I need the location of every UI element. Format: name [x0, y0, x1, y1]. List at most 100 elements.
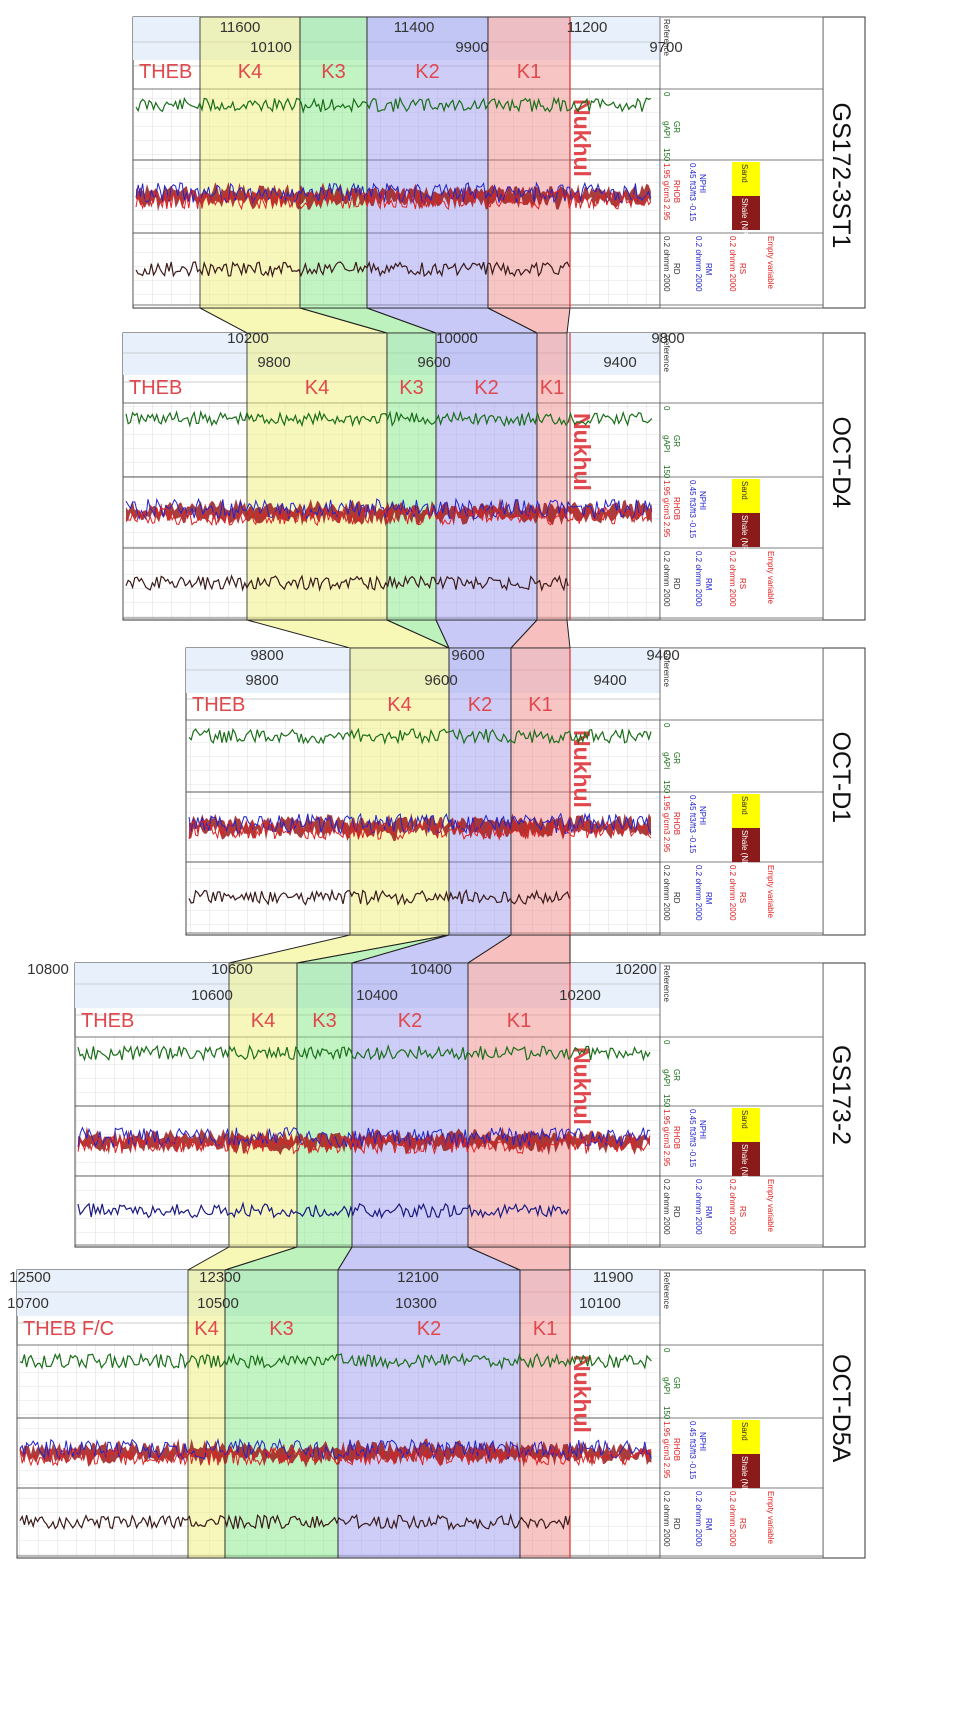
- depth-tick-md: 10400: [410, 961, 452, 978]
- rm-scale: 0.2 ohmm 2000: [694, 1491, 703, 1547]
- zone-label-k1: K1: [533, 1318, 557, 1340]
- rd-scale: 0.2 ohmm 2000: [662, 551, 671, 607]
- rs-scale: 0.2 ohmm 2000: [728, 865, 737, 921]
- zone-band-k4: [228, 962, 298, 1248]
- gr-curve: [125, 409, 653, 428]
- depth-tick-tvdss: 9600: [424, 672, 457, 689]
- shale-swatch: [732, 1454, 760, 1488]
- well-name: GS173-2: [827, 1045, 855, 1145]
- rm-scale: 0.2 ohmm 2000: [694, 236, 703, 292]
- zone-band-k1: [510, 647, 571, 936]
- rm-name: RM: [704, 578, 713, 591]
- nphi-name: NPHI: [698, 1432, 707, 1451]
- empty-variable-label: Empty variable: [766, 236, 775, 289]
- zone-label-k4: K4: [305, 377, 329, 399]
- depth-tick-md: 9800: [250, 647, 283, 664]
- rd-name: RD: [672, 892, 681, 904]
- depth-tick-tvdss: 9800: [245, 672, 278, 689]
- nphi-name: NPHI: [698, 174, 707, 193]
- well-name: OCT-D1: [827, 732, 855, 824]
- rs-name: RS: [738, 578, 747, 589]
- depth-tick-tvdss: 9400: [603, 354, 636, 371]
- rd-name: RD: [672, 1518, 681, 1530]
- shale-label: Shale (NP: [740, 1144, 749, 1180]
- header-column: [659, 647, 824, 936]
- nphi-scale: 0.45 ft3/ft3 -0.15: [688, 1109, 697, 1168]
- header-column: [659, 1269, 824, 1559]
- rhob-curve: [77, 1134, 651, 1155]
- well-name: OCT-D4: [827, 417, 855, 509]
- rd-scale: 0.2 ohmm 2000: [662, 1491, 671, 1547]
- rm-scale: 0.2 ohmm 2000: [694, 1179, 703, 1235]
- rm-name: RM: [704, 1518, 713, 1531]
- rhob-curve: [125, 505, 653, 527]
- nphi-scale: 0.45 ft3/ft3 -0.15: [688, 480, 697, 539]
- zone-connectors: [186, 307, 571, 1271]
- rhob-scale: 1.95 g/cm3 2.95: [662, 795, 671, 853]
- depth-tick-tvdss: 10300: [395, 1295, 437, 1312]
- gr-unit: gAPI: [662, 121, 671, 138]
- zone-label-k4: K4: [251, 1010, 275, 1032]
- rd-curve: [135, 260, 570, 279]
- rs-scale: 0.2 ohmm 2000: [728, 1491, 737, 1547]
- depth-tick-tvdss: 10400: [356, 987, 398, 1004]
- nphi-name: NPHI: [698, 806, 707, 825]
- rhob-name: RHOB: [672, 1438, 681, 1461]
- gr-max: 150: [662, 465, 671, 479]
- sand-label: Sand: [740, 481, 749, 500]
- zone-band-k2: [337, 1269, 521, 1559]
- zone-label-k4: K4: [238, 61, 262, 83]
- zone-label-k4: K4: [194, 1318, 218, 1340]
- empty-variable-label: Empty variable: [766, 1491, 775, 1544]
- sand-swatch: [732, 479, 760, 513]
- depth-tick-tvdss: 9600: [417, 354, 450, 371]
- zone-band-k2: [351, 962, 469, 1248]
- zone-band-k1: [487, 16, 571, 309]
- depth-tick-md: 10000: [436, 330, 478, 347]
- header-column: [659, 962, 824, 1248]
- ref-label: Reference: [662, 335, 671, 372]
- gr-max: 150: [662, 148, 671, 162]
- shale-swatch: [732, 1142, 760, 1176]
- shale-label: Shale (NP: [740, 515, 749, 551]
- well-name: GS172-3ST1: [827, 103, 855, 249]
- zone-band-k1: [467, 962, 571, 1248]
- nphi-name: NPHI: [698, 491, 707, 510]
- zone-label-theb: THEB F/C: [23, 1318, 114, 1340]
- gr-max: 150: [662, 780, 671, 794]
- zone-label-k2: K2: [415, 61, 439, 83]
- well-name-box: [822, 1269, 866, 1559]
- well-name: OCT-D5A: [827, 1354, 855, 1463]
- gr-min: 0: [662, 406, 671, 411]
- gr-min: 0: [662, 723, 671, 728]
- nphi-scale: 0.45 ft3/ft3 -0.15: [688, 1421, 697, 1480]
- depth-tick-tvdss: 10500: [197, 1295, 239, 1312]
- gr-name: GR: [672, 1069, 681, 1081]
- rd-curve: [188, 888, 571, 906]
- zone-band-k1: [519, 1269, 571, 1559]
- depth-tick-tvdss: 10600: [191, 987, 233, 1004]
- depth-tick-md: 10800: [27, 961, 69, 978]
- rm-name: RM: [704, 1206, 713, 1219]
- zone-band-k4: [349, 647, 450, 936]
- depth-tick-md: 12500: [9, 1269, 51, 1286]
- sand-label: Sand: [740, 1422, 749, 1441]
- rd-name: RD: [672, 263, 681, 275]
- nphi-scale: 0.45 ft3/ft3 -0.15: [688, 795, 697, 854]
- nphi-name: NPHI: [698, 1120, 707, 1139]
- zone-label-nukhul: Nukhul: [569, 1355, 595, 1433]
- rm-scale: 0.2 ohmm 2000: [694, 551, 703, 607]
- shale-label: Shale (NP: [740, 830, 749, 866]
- gr-max: 150: [662, 1406, 671, 1420]
- depth-tick-md: 11200: [567, 19, 608, 36]
- shale-swatch: [732, 828, 760, 862]
- zone-label-k1: K1: [507, 1010, 531, 1032]
- sand-label: Sand: [740, 164, 749, 183]
- well-name-box: [822, 16, 866, 309]
- zone-label-theb: THEB: [129, 377, 182, 399]
